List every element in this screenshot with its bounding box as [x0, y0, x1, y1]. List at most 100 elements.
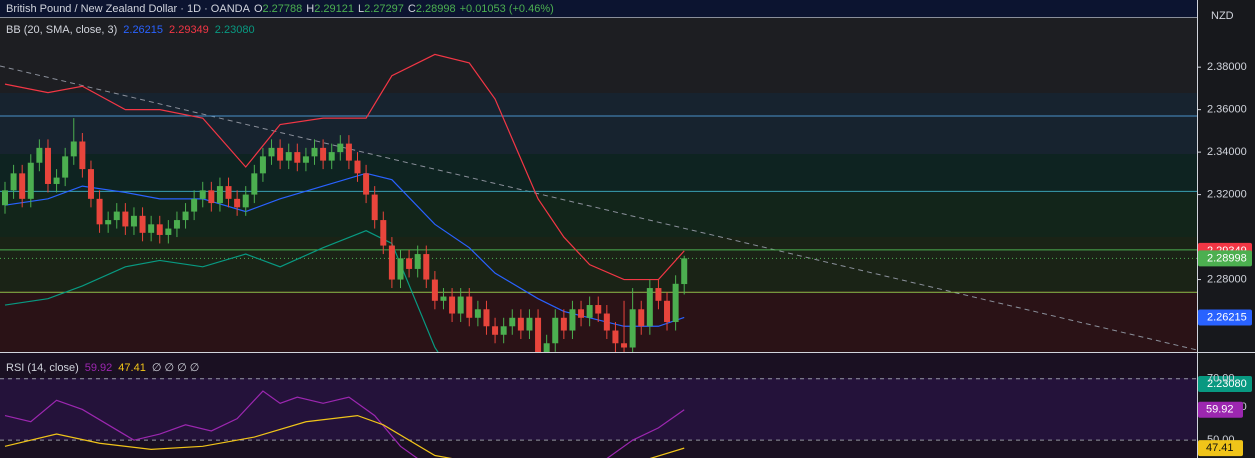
- candle-body: [122, 211, 129, 227]
- rsi-badge: [1198, 401, 1243, 418]
- rsi-value: 47.41: [118, 362, 146, 374]
- candle-body: [156, 224, 163, 235]
- price-badge: [1198, 250, 1252, 267]
- candle-body: [612, 330, 619, 344]
- zone: [0, 237, 1197, 291]
- candle-body: [621, 343, 628, 348]
- candle-body: [431, 279, 438, 301]
- currency: NZD: [1211, 10, 1234, 22]
- candle-body: [208, 190, 215, 204]
- candle-body: [681, 258, 688, 285]
- ohlc-value: 2.29121: [314, 3, 354, 15]
- ohlc-key: O: [254, 3, 263, 15]
- candle-body: [474, 309, 481, 318]
- candle-body: [242, 194, 249, 208]
- ohlc-value: 2.27297: [364, 3, 404, 15]
- candle-body: [672, 283, 679, 323]
- rsi-line: [4, 390, 685, 458]
- candle-body: [96, 198, 103, 225]
- candle-body: [543, 343, 550, 352]
- candle-body: [36, 147, 43, 163]
- candle-body: [87, 169, 94, 199]
- change: +0.01053 (+0.46%): [460, 3, 554, 15]
- candle-body: [509, 317, 516, 327]
- candle-body: [139, 215, 146, 233]
- candle-body: [173, 220, 180, 229]
- candle-body: [10, 173, 17, 191]
- candle-body: [27, 162, 34, 199]
- candle-body: [638, 309, 645, 327]
- zone: [0, 17, 1197, 93]
- candle-body: [199, 190, 206, 199]
- candle-body: [70, 141, 77, 157]
- candle-body: [492, 326, 499, 335]
- candle-body: [388, 245, 395, 280]
- candle-body: [552, 317, 559, 344]
- bb-value: 2.23080: [215, 24, 255, 36]
- price-badge: [1198, 376, 1252, 393]
- ohlc-key: L: [358, 3, 364, 15]
- candle-body: [646, 288, 653, 327]
- candle-body: [440, 296, 447, 301]
- rsi-legend: RSI (14, close): [6, 362, 79, 374]
- candle-body: [500, 326, 507, 335]
- candle-body: [629, 309, 636, 348]
- candle-body: [311, 147, 318, 157]
- candle-body: [560, 317, 567, 331]
- candle-body: [655, 288, 662, 301]
- candle-body: [113, 211, 120, 221]
- price-badge: [1198, 309, 1252, 326]
- rsi-tick-label: 70.00: [1207, 373, 1235, 385]
- band-line: [4, 230, 439, 352]
- y-tick-label: 2.34000: [1207, 146, 1247, 158]
- price-badge-label: 2.28998: [1207, 252, 1247, 264]
- candle-body: [363, 173, 370, 195]
- candle-body: [423, 254, 430, 280]
- candle-body: [569, 309, 576, 331]
- candle-body: [517, 317, 524, 331]
- candle-body: [397, 258, 404, 280]
- candle-body: [371, 194, 378, 221]
- candle-body: [216, 186, 223, 204]
- candle-body: [148, 224, 155, 233]
- candle-body: [294, 152, 301, 163]
- y-tick-label: 2.28000: [1207, 273, 1247, 285]
- candle-body: [44, 147, 51, 184]
- rsi-line: [4, 414, 685, 458]
- candle-body: [586, 305, 593, 318]
- candle-body: [302, 156, 309, 163]
- candle-body: [19, 173, 26, 199]
- candle-body: [268, 147, 275, 157]
- candle-body: [354, 160, 361, 174]
- rsi-value: 59.92: [85, 362, 113, 374]
- symbol-title: British Pound / New Zealand Dollar · 1D …: [6, 3, 251, 15]
- candle-body: [259, 156, 266, 174]
- y-tick-label: 2.36000: [1207, 104, 1247, 116]
- zone: [0, 93, 1197, 154]
- bb-value: 2.26215: [123, 24, 163, 36]
- candle-body: [62, 156, 69, 178]
- candle-body: [535, 317, 542, 352]
- candle-body: [414, 254, 421, 269]
- price-badge-label: 2.23080: [1207, 378, 1247, 390]
- candle-body: [595, 305, 602, 314]
- ohlc-key: C: [408, 3, 416, 15]
- candle-body: [457, 296, 464, 314]
- rsi-badge: [1198, 440, 1243, 457]
- candle-body: [603, 313, 610, 331]
- candle-body: [79, 141, 86, 170]
- candle-body: [380, 220, 387, 246]
- candle-body: [526, 317, 533, 331]
- rsi-extra: ∅ ∅ ∅ ∅: [152, 362, 200, 374]
- price-badge-label: 2.26215: [1207, 311, 1247, 323]
- candle-body: [345, 143, 352, 161]
- candle-body: [234, 198, 241, 208]
- candle-body: [130, 215, 137, 227]
- band-line: [4, 53, 685, 281]
- rsi-band: [0, 378, 1197, 440]
- candle-body: [191, 198, 198, 212]
- rsi-badge-label: 59.92: [1206, 404, 1234, 416]
- ohlc-value: 2.28998: [416, 3, 456, 15]
- candle-body: [406, 258, 413, 269]
- trend-line: [0, 65, 1198, 351]
